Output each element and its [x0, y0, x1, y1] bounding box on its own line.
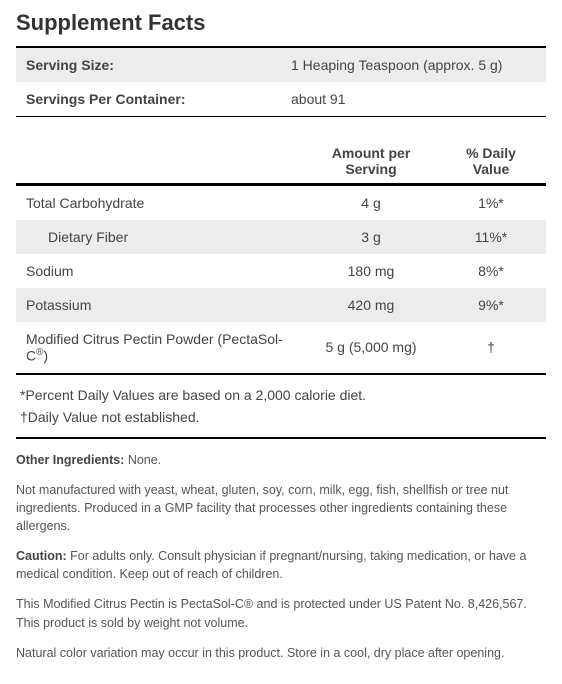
footnote-dagger: †Daily Value not established.	[20, 409, 542, 425]
footnotes: *Percent Daily Values are based on a 2,0…	[16, 375, 546, 439]
serving-size-label: Serving Size:	[16, 47, 281, 82]
table-row: Dietary Fiber3 g11%*	[16, 220, 546, 254]
table-row: Modified Citrus Pectin Powder (PectaSol-…	[16, 322, 546, 373]
caution-text: Caution: For adults only. Consult physic…	[16, 547, 546, 583]
other-ingredients-label: Other Ingredients:	[16, 453, 124, 467]
allergen-text: Not manufactured with yeast, wheat, glut…	[16, 481, 546, 535]
caution-value: For adults only. Consult physician if pr…	[16, 549, 526, 581]
nutrient-amount: 3 g	[306, 220, 436, 254]
col-amount: Amount per Serving	[306, 139, 436, 185]
servings-label: Servings Per Container:	[16, 82, 281, 117]
serving-size-value: 1 Heaping Teaspoon (approx. 5 g)	[281, 47, 546, 82]
header-table: Serving Size: 1 Heaping Teaspoon (approx…	[16, 46, 546, 117]
servings-row: Servings Per Container: about 91	[16, 82, 546, 117]
table-row: Total Carbohydrate4 g1%*	[16, 185, 546, 221]
nutrition-table: Amount per Serving % Daily Value Total C…	[16, 139, 546, 373]
nutrient-name: Modified Citrus Pectin Powder (PectaSol-…	[16, 322, 306, 373]
nutrient-dv: 9%*	[436, 288, 546, 322]
extras: Other Ingredients: None. Not manufacture…	[16, 451, 546, 662]
col-blank	[16, 139, 306, 185]
nutrient-dv: †	[436, 322, 546, 373]
table-row: Sodium180 mg8%*	[16, 254, 546, 288]
nutrient-amount: 420 mg	[306, 288, 436, 322]
servings-value: about 91	[281, 82, 546, 117]
serving-size-row: Serving Size: 1 Heaping Teaspoon (approx…	[16, 47, 546, 82]
nutrient-name: Dietary Fiber	[16, 220, 306, 254]
nutrient-amount: 5 g (5,000 mg)	[306, 322, 436, 373]
storage-text: Natural color variation may occur in thi…	[16, 644, 546, 662]
page-title: Supplement Facts	[16, 10, 546, 36]
nutrient-name: Sodium	[16, 254, 306, 288]
nutrient-dv: 8%*	[436, 254, 546, 288]
nutrient-amount: 4 g	[306, 185, 436, 221]
footnote-pdv: *Percent Daily Values are based on a 2,0…	[20, 387, 542, 403]
caution-label: Caution:	[16, 549, 67, 563]
column-headers: Amount per Serving % Daily Value	[16, 139, 546, 185]
other-ingredients: Other Ingredients: None.	[16, 451, 546, 469]
patent-text: This Modified Citrus Pectin is PectaSol-…	[16, 595, 546, 631]
nutrient-dv: 11%*	[436, 220, 546, 254]
nutrient-name: Potassium	[16, 288, 306, 322]
table-row: Potassium420 mg9%*	[16, 288, 546, 322]
nutrient-dv: 1%*	[436, 185, 546, 221]
nutrient-name: Total Carbohydrate	[16, 185, 306, 221]
other-ingredients-value: None.	[124, 453, 161, 467]
col-dv: % Daily Value	[436, 139, 546, 185]
nutrient-amount: 180 mg	[306, 254, 436, 288]
